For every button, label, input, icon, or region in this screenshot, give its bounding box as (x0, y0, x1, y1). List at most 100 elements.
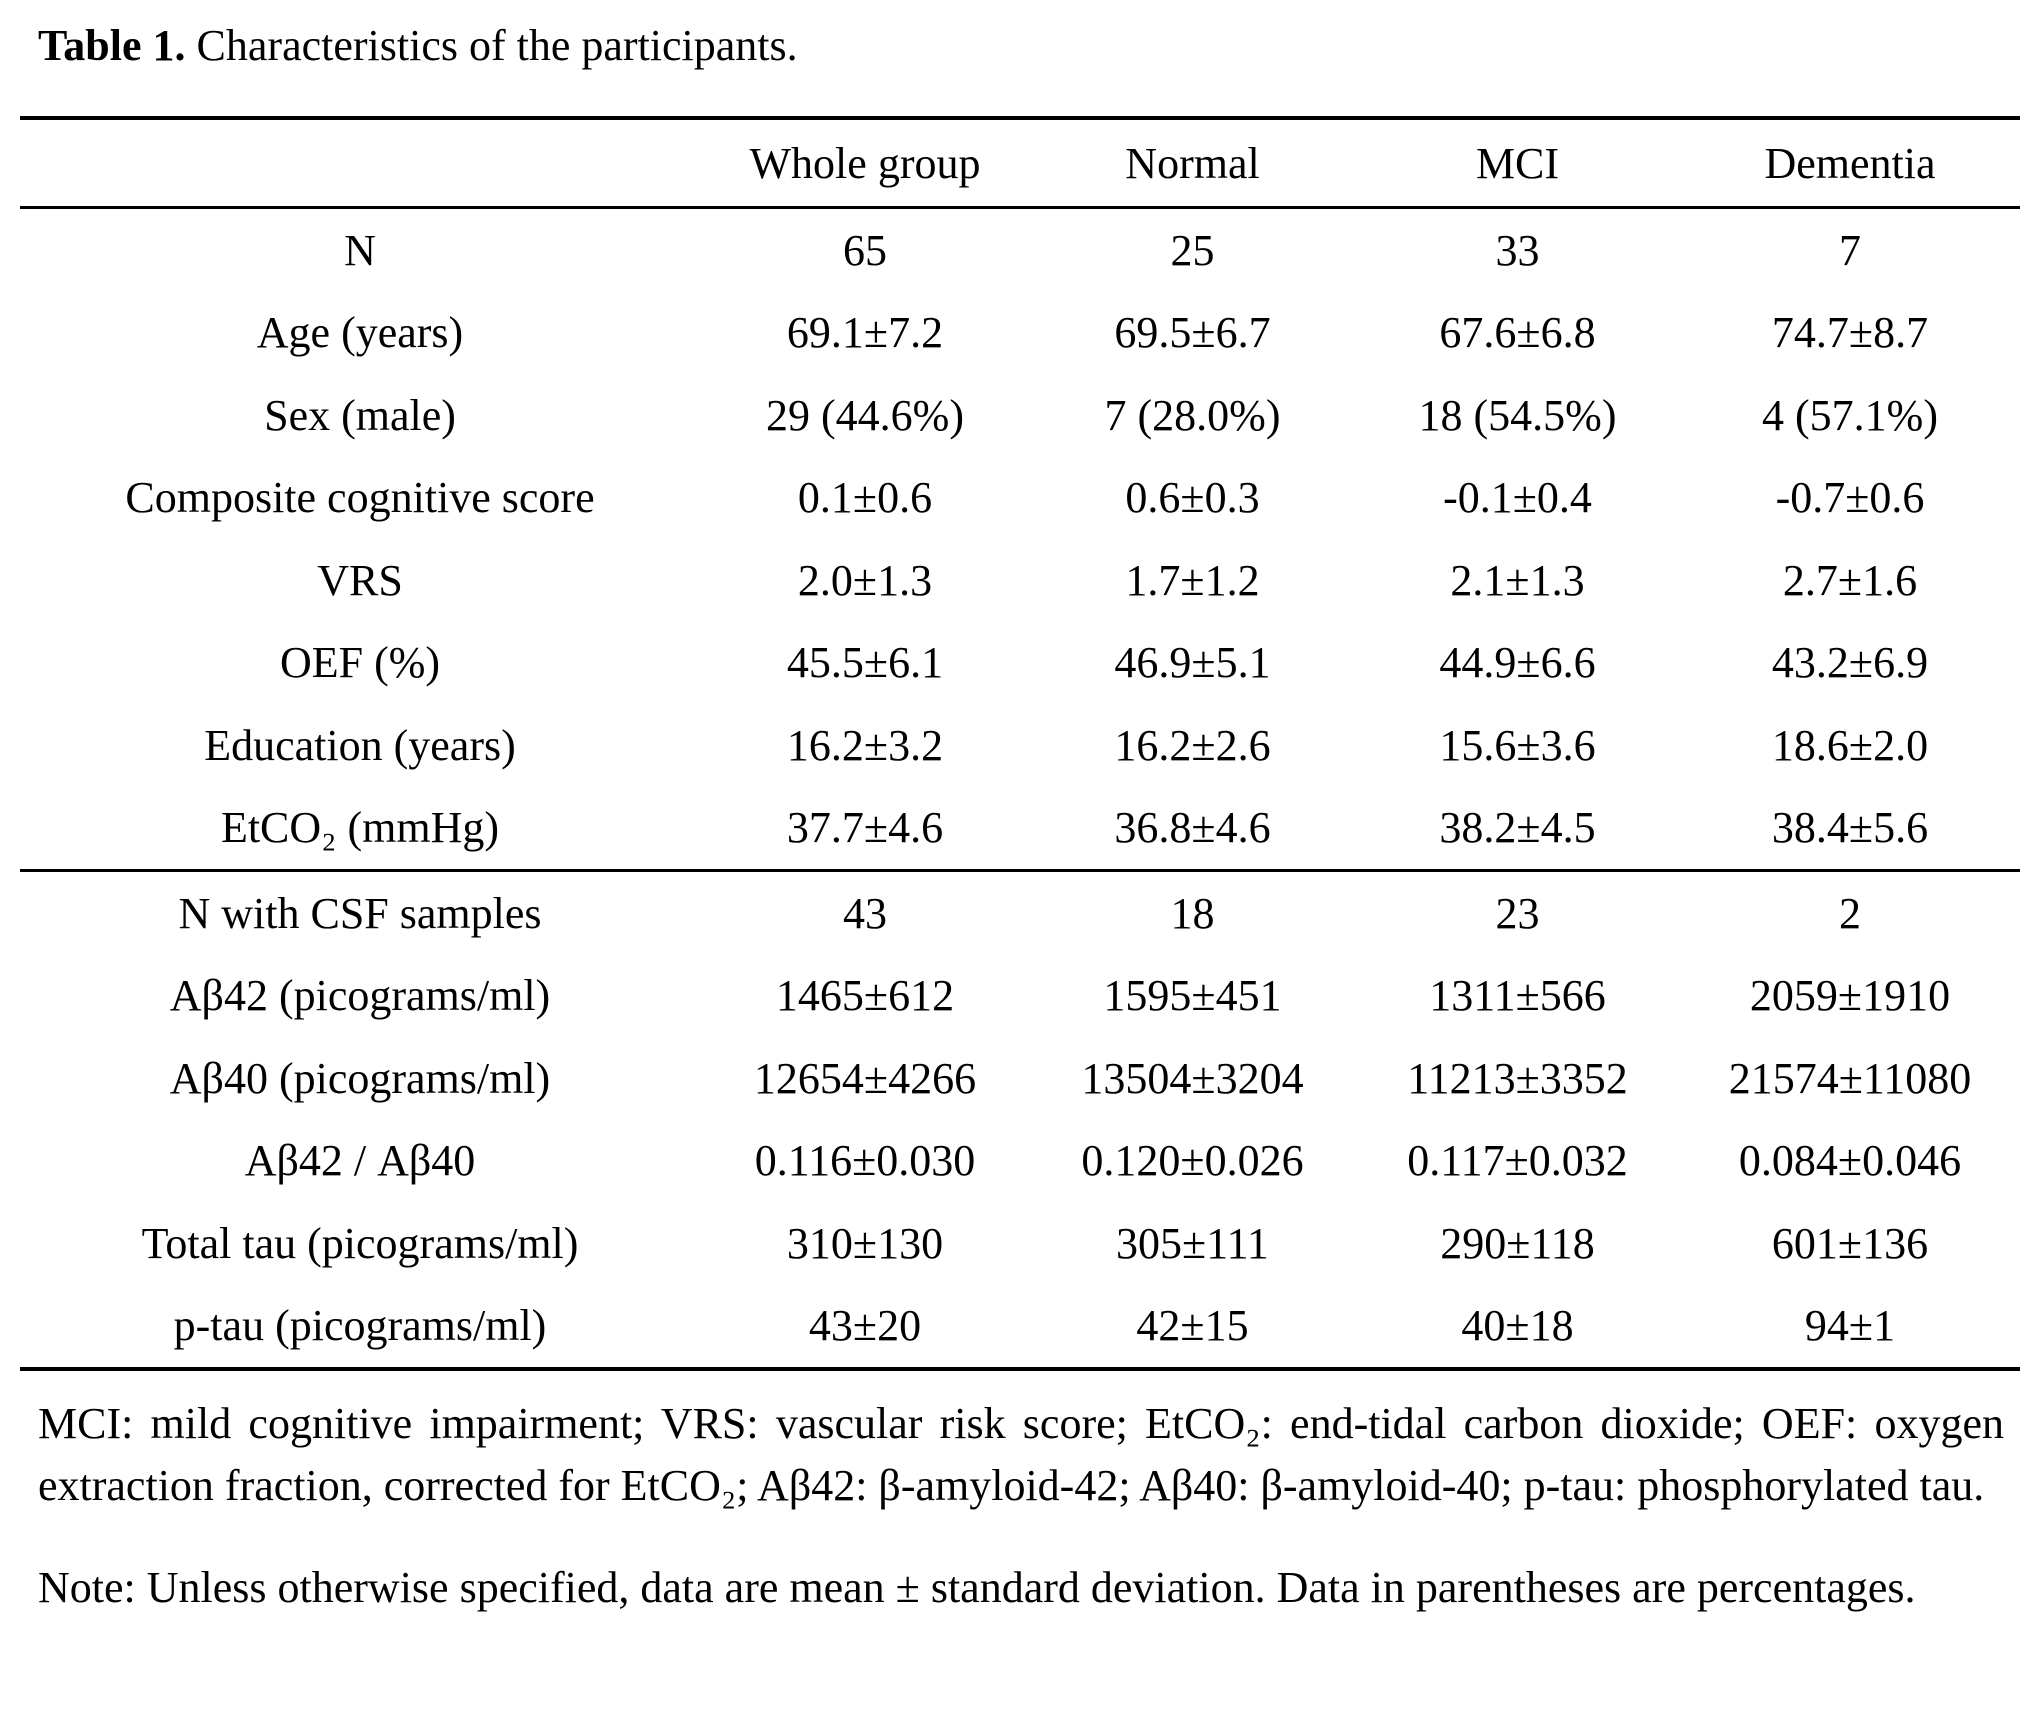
cell-value: 69.1±7.2 (786, 308, 944, 358)
cell-value: 69.5±6.7 (1114, 308, 1271, 358)
row-label: Sex (male) (264, 390, 456, 440)
cell-value: 29 (44.6%) (766, 390, 964, 440)
row-label: Aβ42 (picograms/ml) (169, 971, 551, 1021)
column-header-mci: MCI (1475, 138, 1560, 188)
table-row: Aβ40 (picograms/ml) 12654±4266 13504±3204 1… (20, 1037, 2020, 1120)
table-caption-text: Characteristics of the participants. (196, 21, 798, 70)
cell-value: 46.9±5.1 (1114, 638, 1271, 688)
row-label: Composite cognitive score (125, 473, 595, 523)
table-section-demographics: N 65 25 33 7 Age (years) 69.1±7.2 69.5±6.7 67.6±… (20, 208, 2020, 871)
cell-value: -0.7±0.6 (1775, 473, 1925, 523)
cell-value: 0.084±0.046 (1738, 1136, 1962, 1186)
table-caption-label: Table 1. (38, 21, 186, 70)
row-label: p-tau (picograms/ml) (173, 1301, 547, 1351)
cell-value: 45.5±6.1 (786, 638, 944, 688)
table-row: N 65 25 33 7 (20, 208, 2020, 292)
cell-value: 23 (1495, 888, 1540, 938)
cell-value: 16.2±2.6 (1114, 720, 1271, 770)
row-label: N (344, 225, 376, 275)
cell-value: 25 (1170, 225, 1215, 275)
cell-value: 2.7±1.6 (1782, 555, 1918, 605)
table-row: Aβ42 (picograms/ml) 1465±612 1595±451 1311±… (20, 955, 2020, 1038)
cell-value: 12654±4266 (753, 1053, 977, 1103)
cell-value: 2 (1839, 888, 1861, 938)
cell-value: 310±130 (786, 1218, 944, 1268)
cell-value: 42±15 (1136, 1301, 1249, 1351)
cell-value: -0.1±0.4 (1443, 473, 1592, 523)
table-section-csf: N with CSF samples 43 18 23 2 Aβ42 (picograms… (20, 870, 2020, 1370)
header-empty-cell (20, 118, 700, 208)
cell-value: 67.6±6.8 (1439, 308, 1596, 358)
cell-value: 36.8±4.6 (1114, 803, 1271, 853)
cell-value: 305±111 (1116, 1218, 1269, 1268)
cell-value: 4 (57.1%) (1762, 390, 1938, 440)
table-row: Composite cognitive score 0.1±0.6 0.6±0.3 -… (20, 457, 2020, 540)
column-header-normal: Normal (1125, 138, 1260, 188)
cell-value: 18 (54.5%) (1418, 390, 1617, 440)
cell-value: 0.1±0.6 (797, 473, 933, 523)
row-label: Aβ42 / Aβ40 (244, 1136, 476, 1186)
cell-value: 94±1 (1804, 1301, 1896, 1351)
column-header-dementia: Dementia (1764, 138, 1936, 188)
participants-table: Whole group Normal MCI Dementia N 65 25 33 7… (20, 116, 2020, 1371)
table-row: Total tau (picograms/ml) 310±130 305±111 29… (20, 1202, 2020, 1285)
cell-value: 18 (1170, 888, 1215, 938)
cell-value: 1.7±1.2 (1125, 555, 1260, 605)
cell-value: 21574±11080 (1728, 1053, 1972, 1103)
cell-value: 290±118 (1440, 1218, 1595, 1268)
table-caption: Table 1. Characteristics of the particip… (38, 20, 2004, 72)
cell-value: 11213±3352 (1407, 1053, 1628, 1103)
cell-value: 38.4±5.6 (1771, 803, 1929, 853)
table-row: Age (years) 69.1±7.2 69.5±6.7 67.6±6.8 74.7±… (20, 292, 2020, 375)
cell-value: 0.6±0.3 (1125, 473, 1260, 523)
table-header: Whole group Normal MCI Dementia (20, 118, 2020, 208)
cell-value: 43.2±6.9 (1771, 638, 1929, 688)
cell-value: 33 (1495, 225, 1540, 275)
row-label: Age (years) (256, 308, 464, 358)
table-row: Education (years) 16.2±3.2 16.2±2.6 15.6±3.… (20, 704, 2020, 787)
cell-value: 2.0±1.3 (797, 555, 933, 605)
cell-value: 38.2±4.5 (1439, 803, 1596, 853)
cell-value: 2059±1910 (1749, 971, 1951, 1021)
header-row: Whole group Normal MCI Dementia (20, 118, 2020, 208)
cell-value: 1311±566 (1429, 971, 1606, 1021)
table-row: EtCO₂ (mmHg) 37.7±4.6 36.8±4.6 38.2±4.5 38.4… (20, 787, 2020, 871)
cell-value: 37.7±4.6 (786, 803, 944, 853)
row-label: Education (years) (204, 720, 516, 770)
cell-value: 7 (1839, 225, 1861, 275)
note-footnote: Note: Unless otherwise specified, data a… (38, 1563, 1916, 1612)
abbreviations-footnote: MCI: mild cognitive impairment; VRS: vas… (38, 1399, 2004, 1510)
table-row: N with CSF samples 43 18 23 2 (20, 871, 2020, 955)
column-header-whole-group: Whole group (749, 138, 981, 188)
row-label: Total tau (picograms/ml) (141, 1218, 579, 1268)
cell-value: 0.120±0.026 (1081, 1136, 1304, 1186)
cell-value: 44.9±6.6 (1439, 638, 1596, 688)
cell-value: 0.117±0.032 (1407, 1136, 1628, 1186)
table-row: Aβ42 / Aβ40 0.116±0.030 0.120±0.026 0.117±0… (20, 1120, 2020, 1203)
table-row: VRS 2.0±1.3 1.7±1.2 2.1±1.3 2.7±1.6 (20, 539, 2020, 622)
row-label: VRS (317, 555, 403, 605)
cell-value: 1595±451 (1103, 971, 1282, 1021)
cell-value: 74.7±8.7 (1771, 308, 1929, 358)
cell-value: 0.116±0.030 (754, 1136, 976, 1186)
row-label: OEF (%) (279, 638, 441, 688)
cell-value: 2.1±1.3 (1450, 555, 1585, 605)
table-row: p-tau (picograms/ml) 43±20 42±15 40±18 94±1 (20, 1285, 2020, 1370)
document-page: Table 1. Characteristics of the particip… (0, 20, 2042, 1718)
cell-value: 16.2±3.2 (786, 720, 944, 770)
cell-value: 601±136 (1771, 1218, 1929, 1268)
row-label: Aβ40 (picograms/ml) (169, 1053, 551, 1103)
cell-value: 43 (843, 888, 887, 938)
cell-value: 18.6±2.0 (1771, 720, 1929, 770)
cell-value: 15.6±3.6 (1439, 720, 1596, 770)
cell-value: 7 (28.0%) (1104, 390, 1281, 440)
table-row: OEF (%) 45.5±6.1 46.9±5.1 44.9±6.6 43.2±6.9 (20, 622, 2020, 705)
cell-value: 65 (843, 225, 887, 275)
row-label: EtCO₂ (mmHg) (220, 803, 500, 853)
cell-value: 1465±612 (775, 971, 955, 1021)
cell-value: 13504±3204 (1081, 1053, 1304, 1103)
cell-value: 43±20 (808, 1301, 922, 1351)
cell-value: 40±18 (1461, 1301, 1574, 1351)
table-row: Sex (male) 29 (44.6%) 7 (28.0%) 18 (54.5%) 4… (20, 374, 2020, 457)
row-label: N with CSF samples (178, 888, 542, 938)
